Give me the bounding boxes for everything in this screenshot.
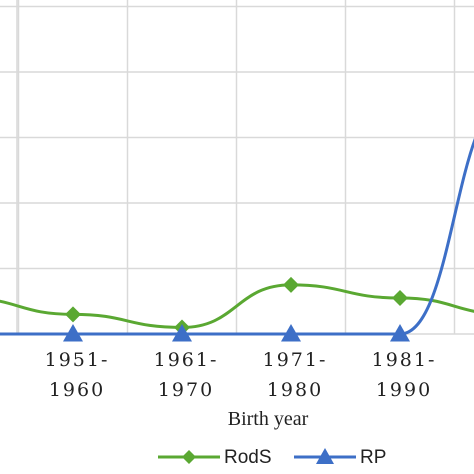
x-tick-label: 1961- [154, 349, 219, 371]
x-tick-label: 1960 [49, 379, 105, 401]
legend-item-rods: RodS [158, 447, 272, 468]
legend: RodS RP [158, 447, 386, 468]
legend-triangle-marker [316, 448, 334, 464]
x-tick-label: 1971- [263, 349, 328, 371]
data-point-rp [172, 324, 192, 342]
data-point-rods [392, 289, 408, 306]
gridlines [0, 0, 474, 335]
legend-label: RodS [224, 447, 272, 468]
legend-item-rp: RP [294, 447, 386, 468]
x-tick-label: 1990 [376, 379, 432, 401]
data-point-rp [390, 324, 410, 342]
data-point-rods [65, 306, 81, 323]
series-rods [0, 276, 474, 336]
x-tick-label: 1970 [158, 379, 214, 401]
x-tick-label: 1951- [45, 349, 110, 371]
data-point-rp [63, 324, 83, 342]
x-axis-title: Birth year [228, 408, 309, 430]
x-tick-label: 1981- [372, 349, 437, 371]
series-rp [0, 137, 474, 342]
legend-label: RP [360, 447, 386, 468]
series-lines [0, 137, 474, 342]
data-point-rods [283, 276, 299, 293]
legend-diamond-marker [182, 450, 196, 464]
data-point-rp [281, 324, 301, 342]
x-tick-label: 1980 [267, 379, 323, 401]
series-line-rods [0, 283, 474, 329]
